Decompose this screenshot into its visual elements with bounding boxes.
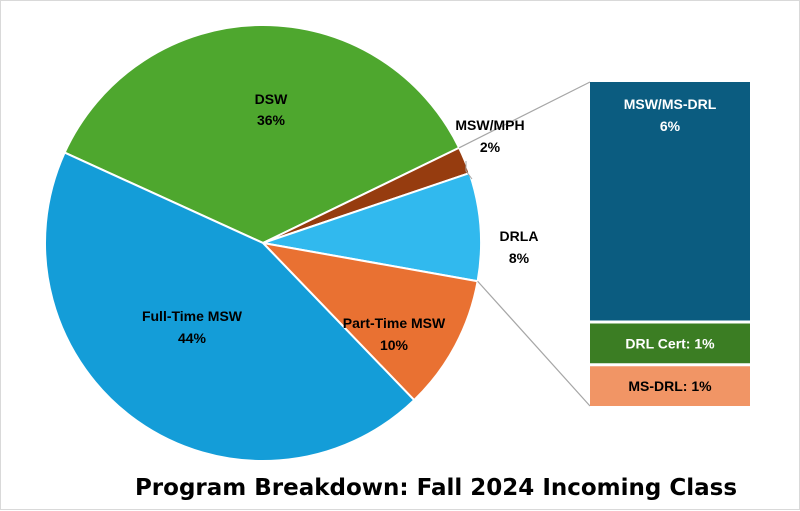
pie-value-drla: 8%: [509, 250, 530, 266]
pie-label-drla: DRLA: [500, 228, 539, 244]
pie-value-part-time-msw: 10%: [380, 337, 409, 353]
connector-line-bottom: [477, 280, 591, 407]
pie-slice-part-time-msw: [260, 241, 479, 402]
leader-line-msw-mph: [465, 161, 473, 180]
pie-slice-full-time-msw: [44, 151, 416, 462]
pie-slice-dsw: [63, 24, 461, 245]
pie-label-full-time-msw: Full-Time MSW: [142, 308, 243, 324]
pie-label-msw-mph: MSW/MPH: [455, 117, 524, 133]
bar-label-drl-cert: DRL Cert: 1%: [625, 335, 715, 351]
bar-value-msw-ms-drl: 6%: [660, 118, 681, 134]
pie-value-msw-mph: 2%: [480, 139, 501, 155]
bar-segment-drl-cert: [590, 323, 750, 364]
connector-line-top: [458, 81, 591, 149]
pie-label-part-time-msw: Part-Time MSW: [343, 315, 446, 331]
bar-label-ms-drl: MS-DRL: 1%: [628, 378, 712, 394]
pie-label-dsw: DSW: [255, 91, 288, 107]
bar-label-msw-ms-drl: MSW/MS-DRL: [624, 96, 717, 112]
bar-segment-msw-ms-drl: [590, 82, 750, 321]
chart-title: Program Breakdown: Fall 2024 Incoming Cl…: [135, 475, 737, 501]
pie-value-full-time-msw: 44%: [178, 330, 207, 346]
bar-segment-ms-drl: [590, 366, 750, 406]
pie-slice-drla: [262, 171, 482, 283]
pie-value-dsw: 36%: [257, 112, 286, 128]
